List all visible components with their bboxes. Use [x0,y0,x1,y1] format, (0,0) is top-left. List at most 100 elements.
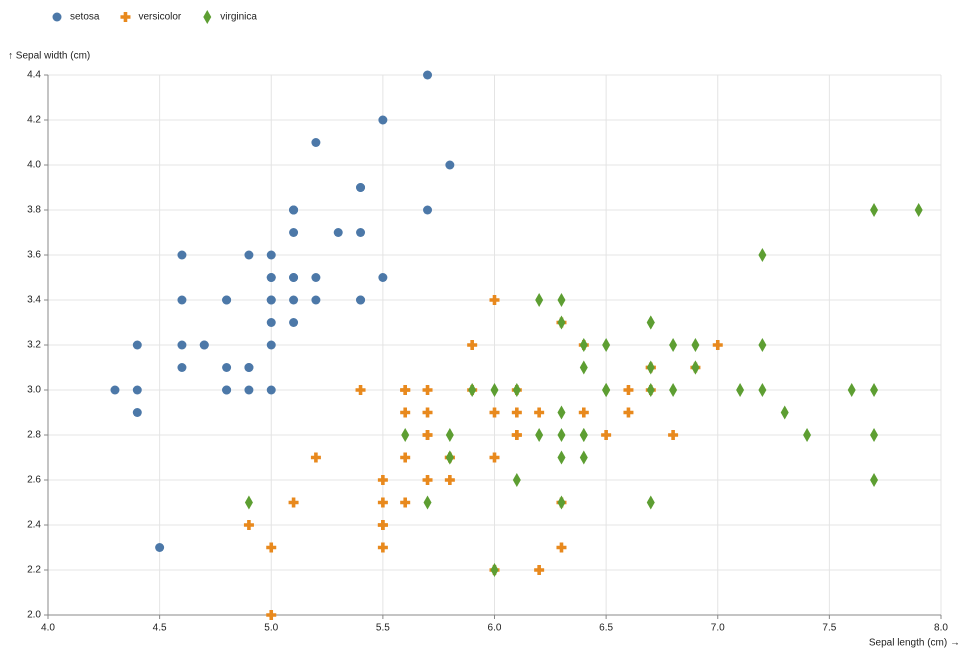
point [602,383,611,397]
y-tick-label: 3.4 [27,295,41,306]
legend-label: versicolor [138,12,181,23]
point [401,428,410,442]
point [132,408,142,417]
y-tick-label: 2.2 [27,565,41,576]
point [311,273,321,282]
point [870,473,879,487]
x-tick-label: 7.5 [822,623,836,634]
point [266,385,276,395]
point [266,318,276,327]
point [579,450,588,465]
point [422,385,433,396]
y-tick-label: 2.8 [27,430,41,441]
point [333,228,343,237]
point [489,452,500,463]
point [535,428,544,442]
point [870,428,879,442]
point [712,340,723,351]
point [266,542,277,553]
point [289,295,299,305]
point [244,385,254,395]
point [512,383,521,397]
point [557,315,566,330]
x-tick-label: 4.0 [41,623,55,634]
point [243,520,254,530]
x-tick-label: 7.0 [711,623,725,634]
point [557,293,566,307]
point [646,495,655,510]
point [556,542,567,553]
y-tick-label: 4.0 [27,160,41,171]
legend-marker [203,10,212,24]
point [646,360,655,375]
point [266,250,276,260]
point [444,475,455,486]
point [669,383,678,397]
point [132,340,142,350]
point [579,428,588,442]
point [490,563,499,577]
legend-label: setosa [70,12,100,23]
point [490,383,499,397]
point [110,385,120,395]
point [177,363,187,372]
point [378,115,388,125]
y-tick-label: 3.6 [27,250,41,261]
y-tick-label: 2.0 [27,610,41,621]
point [534,407,545,418]
point [222,385,232,395]
x-axis-label: Sepal length (cm) → [869,638,960,649]
point [177,340,187,350]
point [377,475,388,486]
x-tick-label: 6.5 [599,623,613,634]
point [244,250,254,260]
point [266,340,276,350]
point [222,363,232,372]
y-tick-label: 4.4 [27,70,41,81]
x-tick-label: 5.0 [264,623,278,634]
point [601,430,612,441]
point [377,520,388,530]
point [422,430,433,441]
point [222,295,232,305]
y-tick-label: 2.4 [27,520,41,531]
point [289,318,299,327]
x-tick-label: 4.5 [153,623,167,634]
point [132,385,142,395]
point [445,160,455,170]
point [400,497,411,508]
point [557,450,566,465]
point [289,228,299,237]
point [691,360,700,375]
point [803,428,812,442]
point [557,405,566,420]
point [400,452,411,463]
y-tick-label: 4.2 [27,115,41,126]
point [356,228,366,237]
point [557,495,566,510]
point [512,473,521,487]
point [377,542,388,553]
point [423,70,433,80]
point [646,383,655,397]
legend-label: virginica [220,12,257,23]
point [669,338,678,352]
point [579,360,588,375]
point [155,543,165,552]
point [758,383,767,397]
point [288,497,299,508]
point [199,340,209,350]
point [535,293,544,307]
x-tick-label: 5.5 [376,623,390,634]
legend-marker [52,12,62,22]
point [870,383,879,397]
point [378,273,388,282]
point [311,295,321,305]
point [870,203,879,217]
point [310,452,321,463]
point [602,338,611,352]
point [780,405,789,420]
point [356,295,366,305]
x-tick-label: 6.0 [488,623,502,634]
